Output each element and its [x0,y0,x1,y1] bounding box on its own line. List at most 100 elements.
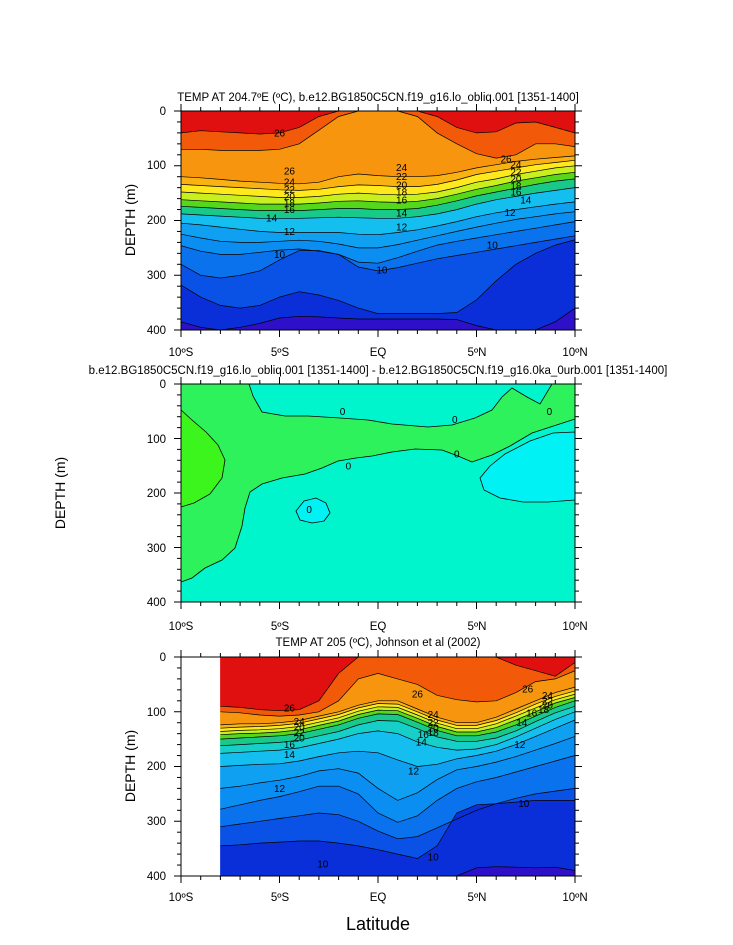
contour-label: 12 [504,208,516,219]
panel-2-y-tick-4: 400 [147,597,166,609]
contour-label: 14 [416,737,428,748]
contour-line-22 [181,159,575,191]
panel-3-x-tick-1: 5ºS [271,892,290,904]
contour-label: 18 [428,728,440,739]
contour-label: 12 [514,740,526,751]
contour-line-10 [181,221,575,264]
contour-label: 16 [418,730,430,741]
contour-label: 0 [547,407,553,418]
panel-3-y-tick-4: 400 [147,871,166,883]
contour-line-11 [220,736,575,801]
panel-3-y-tick-2: 200 [147,761,166,773]
contour-line-9 [220,788,575,840]
contour-line-12 [220,719,575,767]
contour-label: 10 [518,799,530,810]
contour-label: 24 [428,710,440,721]
panel-3-y-tick-0: 0 [160,652,166,664]
contour-label: 24 [510,160,522,171]
contour-label: 18 [538,705,550,716]
contour-label: 14 [520,196,532,207]
contour-label: 22 [428,718,440,729]
panel-2-x-tick-0: 10ºS [169,621,194,633]
panel-3-y-tick-3: 300 [147,816,166,828]
contour-line-24 [181,155,575,185]
panel-1-title: TEMP AT 204.7ºE (ºC), b.e12.BG1850C5CN.f… [177,92,579,104]
panel-1-y-tick-2: 200 [147,215,166,227]
panel-3-contour-labels: 2624202220161412102624222018161412102624… [274,684,553,870]
panel-2-title: b.e12.BG1850C5CN.f19_g16.lo_obliq.001 [1… [89,365,668,377]
panel-2-negative-blob [295,497,331,524]
panel-3-y-tick-1: 100 [147,707,166,719]
panel-3: TEMP AT 205 (ºC), Johnson et al (2002) 2… [122,637,588,934]
panel-1-y-axis-label: DEPTH (m) [122,184,138,256]
contour-line-22 [220,690,575,729]
contour-line-10 [220,755,575,823]
panel-3-title: TEMP AT 205 (ºC), Johnson et al (2002) [276,637,481,649]
contour-label: 20 [294,734,306,745]
panel-1-x-tick-4: 10ºN [562,347,587,359]
contour-label: 14 [396,208,408,219]
panel-3-ticks [174,650,582,883]
contour-line-8 [220,800,575,859]
panel-2-y-axis-label: DEPTH (m) [52,457,68,529]
contour-label: 16 [510,188,522,199]
contour-line-20 [181,165,575,198]
panel-3-y-axis-label: DEPTH (m) [122,730,138,802]
contour-label: 22 [396,172,408,183]
contour-label: 16 [526,708,538,719]
contour-label: 20 [396,180,408,191]
panel-3-filled-contours [181,657,575,876]
contour-line-16 [181,178,575,211]
contour-line-12 [181,201,575,236]
contour-label: 24 [294,717,306,728]
panel-2-y-tick-2: 200 [147,488,166,500]
panel-2-y-tick-3: 300 [147,543,166,555]
contour-label: 20 [284,192,296,203]
panel-2-contour-labels: 0 0 0 0 0 0 [306,407,552,516]
band-6 [220,866,575,876]
contour-line-8 [181,239,575,314]
contour-label: 14 [266,213,278,224]
contour-label: 16 [284,205,296,216]
contour-line-9 [181,235,575,279]
panel-2-ticks [174,377,582,609]
panel-2: b.e12.BG1850C5CN.f19_g16.lo_obliq.001 [1… [52,365,667,633]
panel-3-x-axis-label: Latitude [346,914,410,934]
contour-label: 10 [428,852,440,863]
contour-line-18 [181,171,575,205]
contour-label: 22 [510,167,522,178]
contour-label: 12 [396,223,408,234]
panel-1-ticks [174,104,582,337]
panel-3-x-tick-0: 10ºS [169,892,194,904]
contour-line-11 [181,211,575,249]
contour-label: 16 [396,196,408,207]
contour-label: 22 [284,185,296,196]
contour-label: 22 [542,696,554,707]
contour-line-26 [220,670,575,717]
panel-2-x-tick-4: 10ºN [562,621,587,633]
contour-label: 14 [516,718,528,729]
panel-3-x-tick-4: 10ºN [562,892,587,904]
panel-1-contour-lines [181,111,575,330]
panel-1-x-tick-1: 5ºS [271,347,290,359]
panel-1-x-tick-0: 10ºS [169,347,194,359]
contour-label: 26 [284,167,296,178]
panel-1-filled-contours [181,111,575,330]
panel-1-y-tick-4: 400 [147,325,166,337]
panel-1-contour-labels: 2626242220181614121010242220181614122624… [266,128,532,276]
contour-label: 20 [510,174,522,185]
contour-line-20 [220,693,575,732]
contour-label: 24 [284,178,296,189]
contour-label: 0 [452,415,458,426]
contour-label: 18 [396,188,408,199]
panel-2-x-tick-1: 5ºS [271,621,290,633]
contour-label: 24 [542,691,554,702]
no-data-region [181,657,221,876]
contour-line-14 [181,187,575,219]
contour-label: 12 [284,227,296,238]
contour-label: 12 [274,784,286,795]
contour-label: 26 [522,684,534,695]
panel-2-y-tick-1: 100 [147,434,166,446]
contour-label: 26 [500,155,512,166]
